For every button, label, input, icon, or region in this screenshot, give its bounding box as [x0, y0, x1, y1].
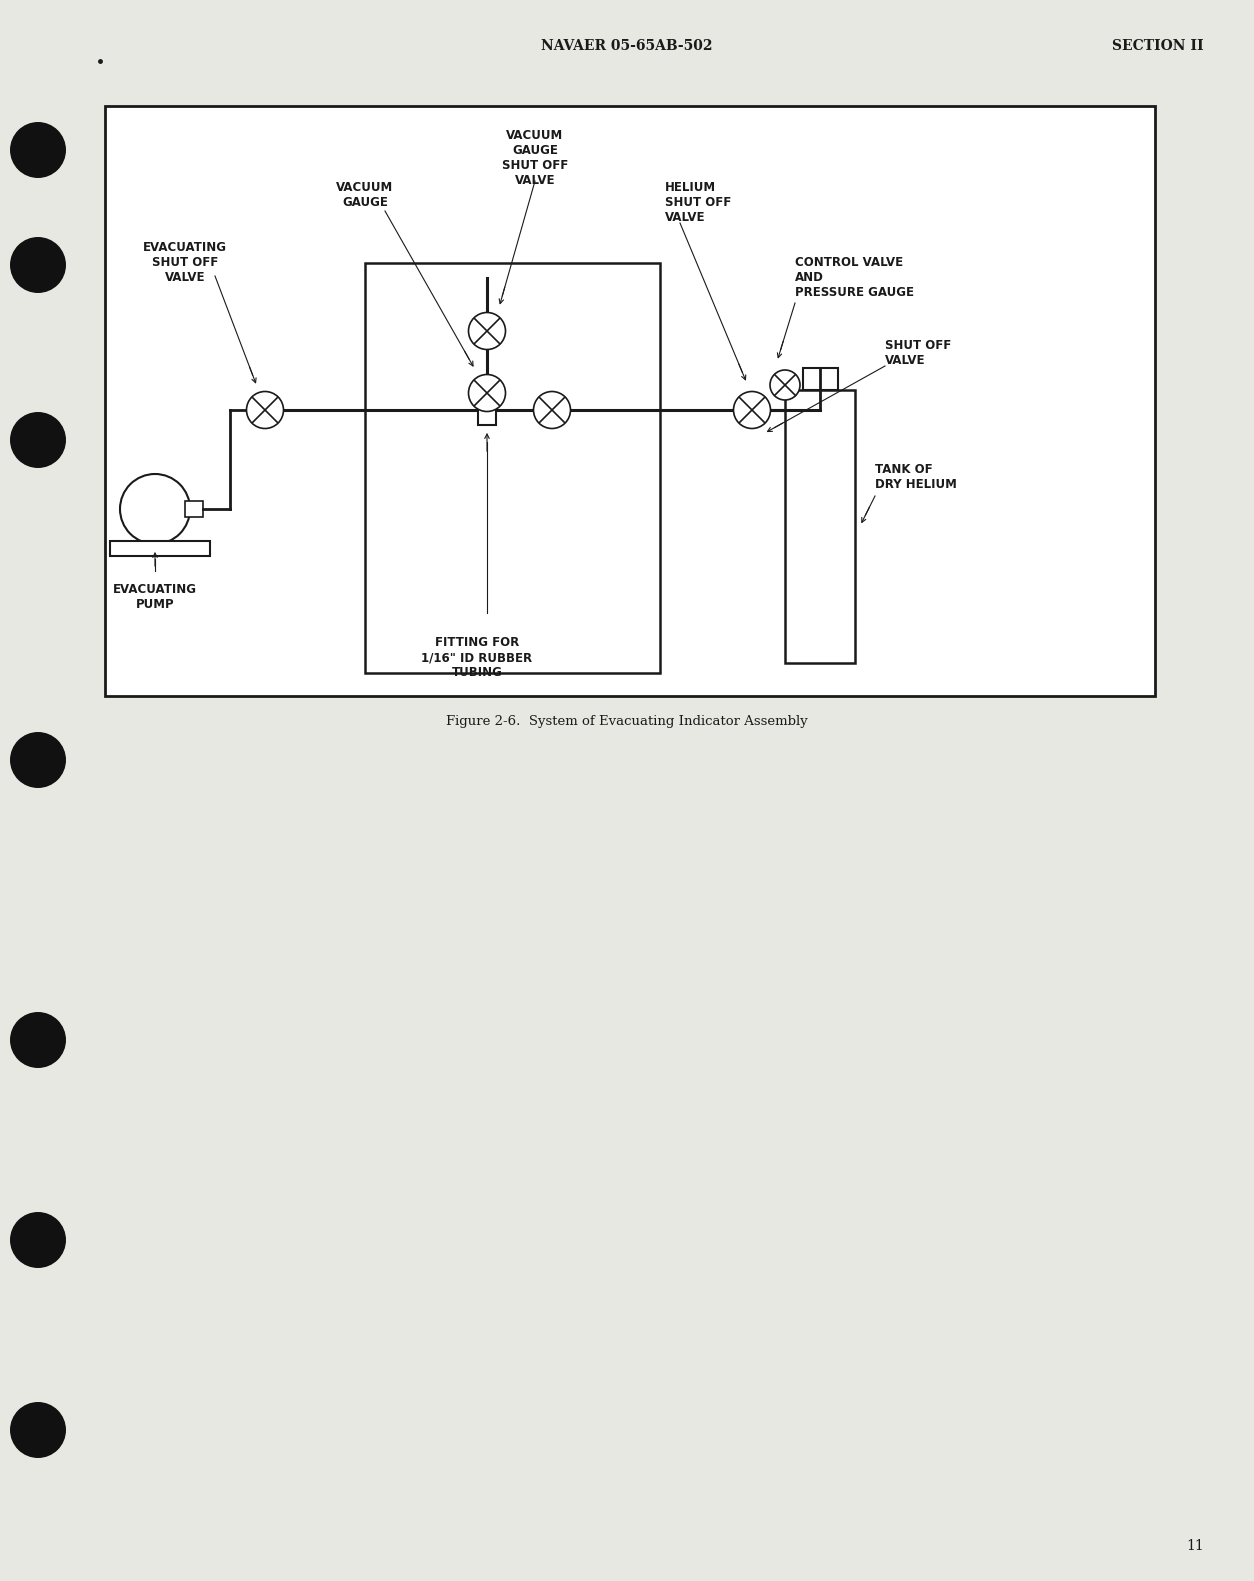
Bar — [186, 501, 203, 517]
Text: SECTION II: SECTION II — [1112, 40, 1204, 54]
Text: NAVAER 05-65AB-502: NAVAER 05-65AB-502 — [542, 40, 712, 54]
Text: VACUUM
GAUGE: VACUUM GAUGE — [336, 180, 394, 209]
Circle shape — [10, 1213, 66, 1268]
Bar — [478, 379, 497, 425]
Circle shape — [734, 392, 770, 428]
Circle shape — [469, 313, 505, 349]
Circle shape — [247, 392, 283, 428]
Text: EVACUATING
SHUT OFF
VALVE: EVACUATING SHUT OFF VALVE — [143, 240, 227, 285]
Text: TANK OF
DRY HELIUM: TANK OF DRY HELIUM — [875, 463, 957, 492]
Text: VACUUM
GAUGE
SHUT OFF
VALVE: VACUUM GAUGE SHUT OFF VALVE — [502, 130, 568, 187]
Circle shape — [10, 1402, 66, 1458]
Bar — [803, 368, 838, 391]
Text: 11: 11 — [1186, 1538, 1204, 1553]
Text: FITTING FOR
1/16" ID RUBBER
TUBING: FITTING FOR 1/16" ID RUBBER TUBING — [421, 636, 533, 678]
Text: SHUT OFF
VALVE: SHUT OFF VALVE — [885, 338, 952, 367]
Text: Figure 2-6.  System of Evacuating Indicator Assembly: Figure 2-6. System of Evacuating Indicat… — [446, 715, 808, 727]
Circle shape — [10, 732, 66, 787]
Bar — [110, 541, 209, 557]
Circle shape — [10, 122, 66, 179]
Bar — [785, 391, 855, 662]
Circle shape — [10, 1012, 66, 1069]
Text: HELIUM
SHUT OFF
VALVE: HELIUM SHUT OFF VALVE — [665, 180, 731, 225]
Circle shape — [533, 392, 571, 428]
Circle shape — [120, 474, 191, 544]
Bar — [105, 106, 1155, 696]
Circle shape — [10, 413, 66, 468]
Circle shape — [10, 237, 66, 292]
Circle shape — [469, 375, 505, 411]
Text: EVACUATING
PUMP: EVACUATING PUMP — [113, 583, 197, 610]
Text: CONTROL VALVE
AND
PRESSURE GAUGE: CONTROL VALVE AND PRESSURE GAUGE — [795, 256, 914, 299]
Circle shape — [770, 370, 800, 400]
Bar — [365, 262, 660, 674]
